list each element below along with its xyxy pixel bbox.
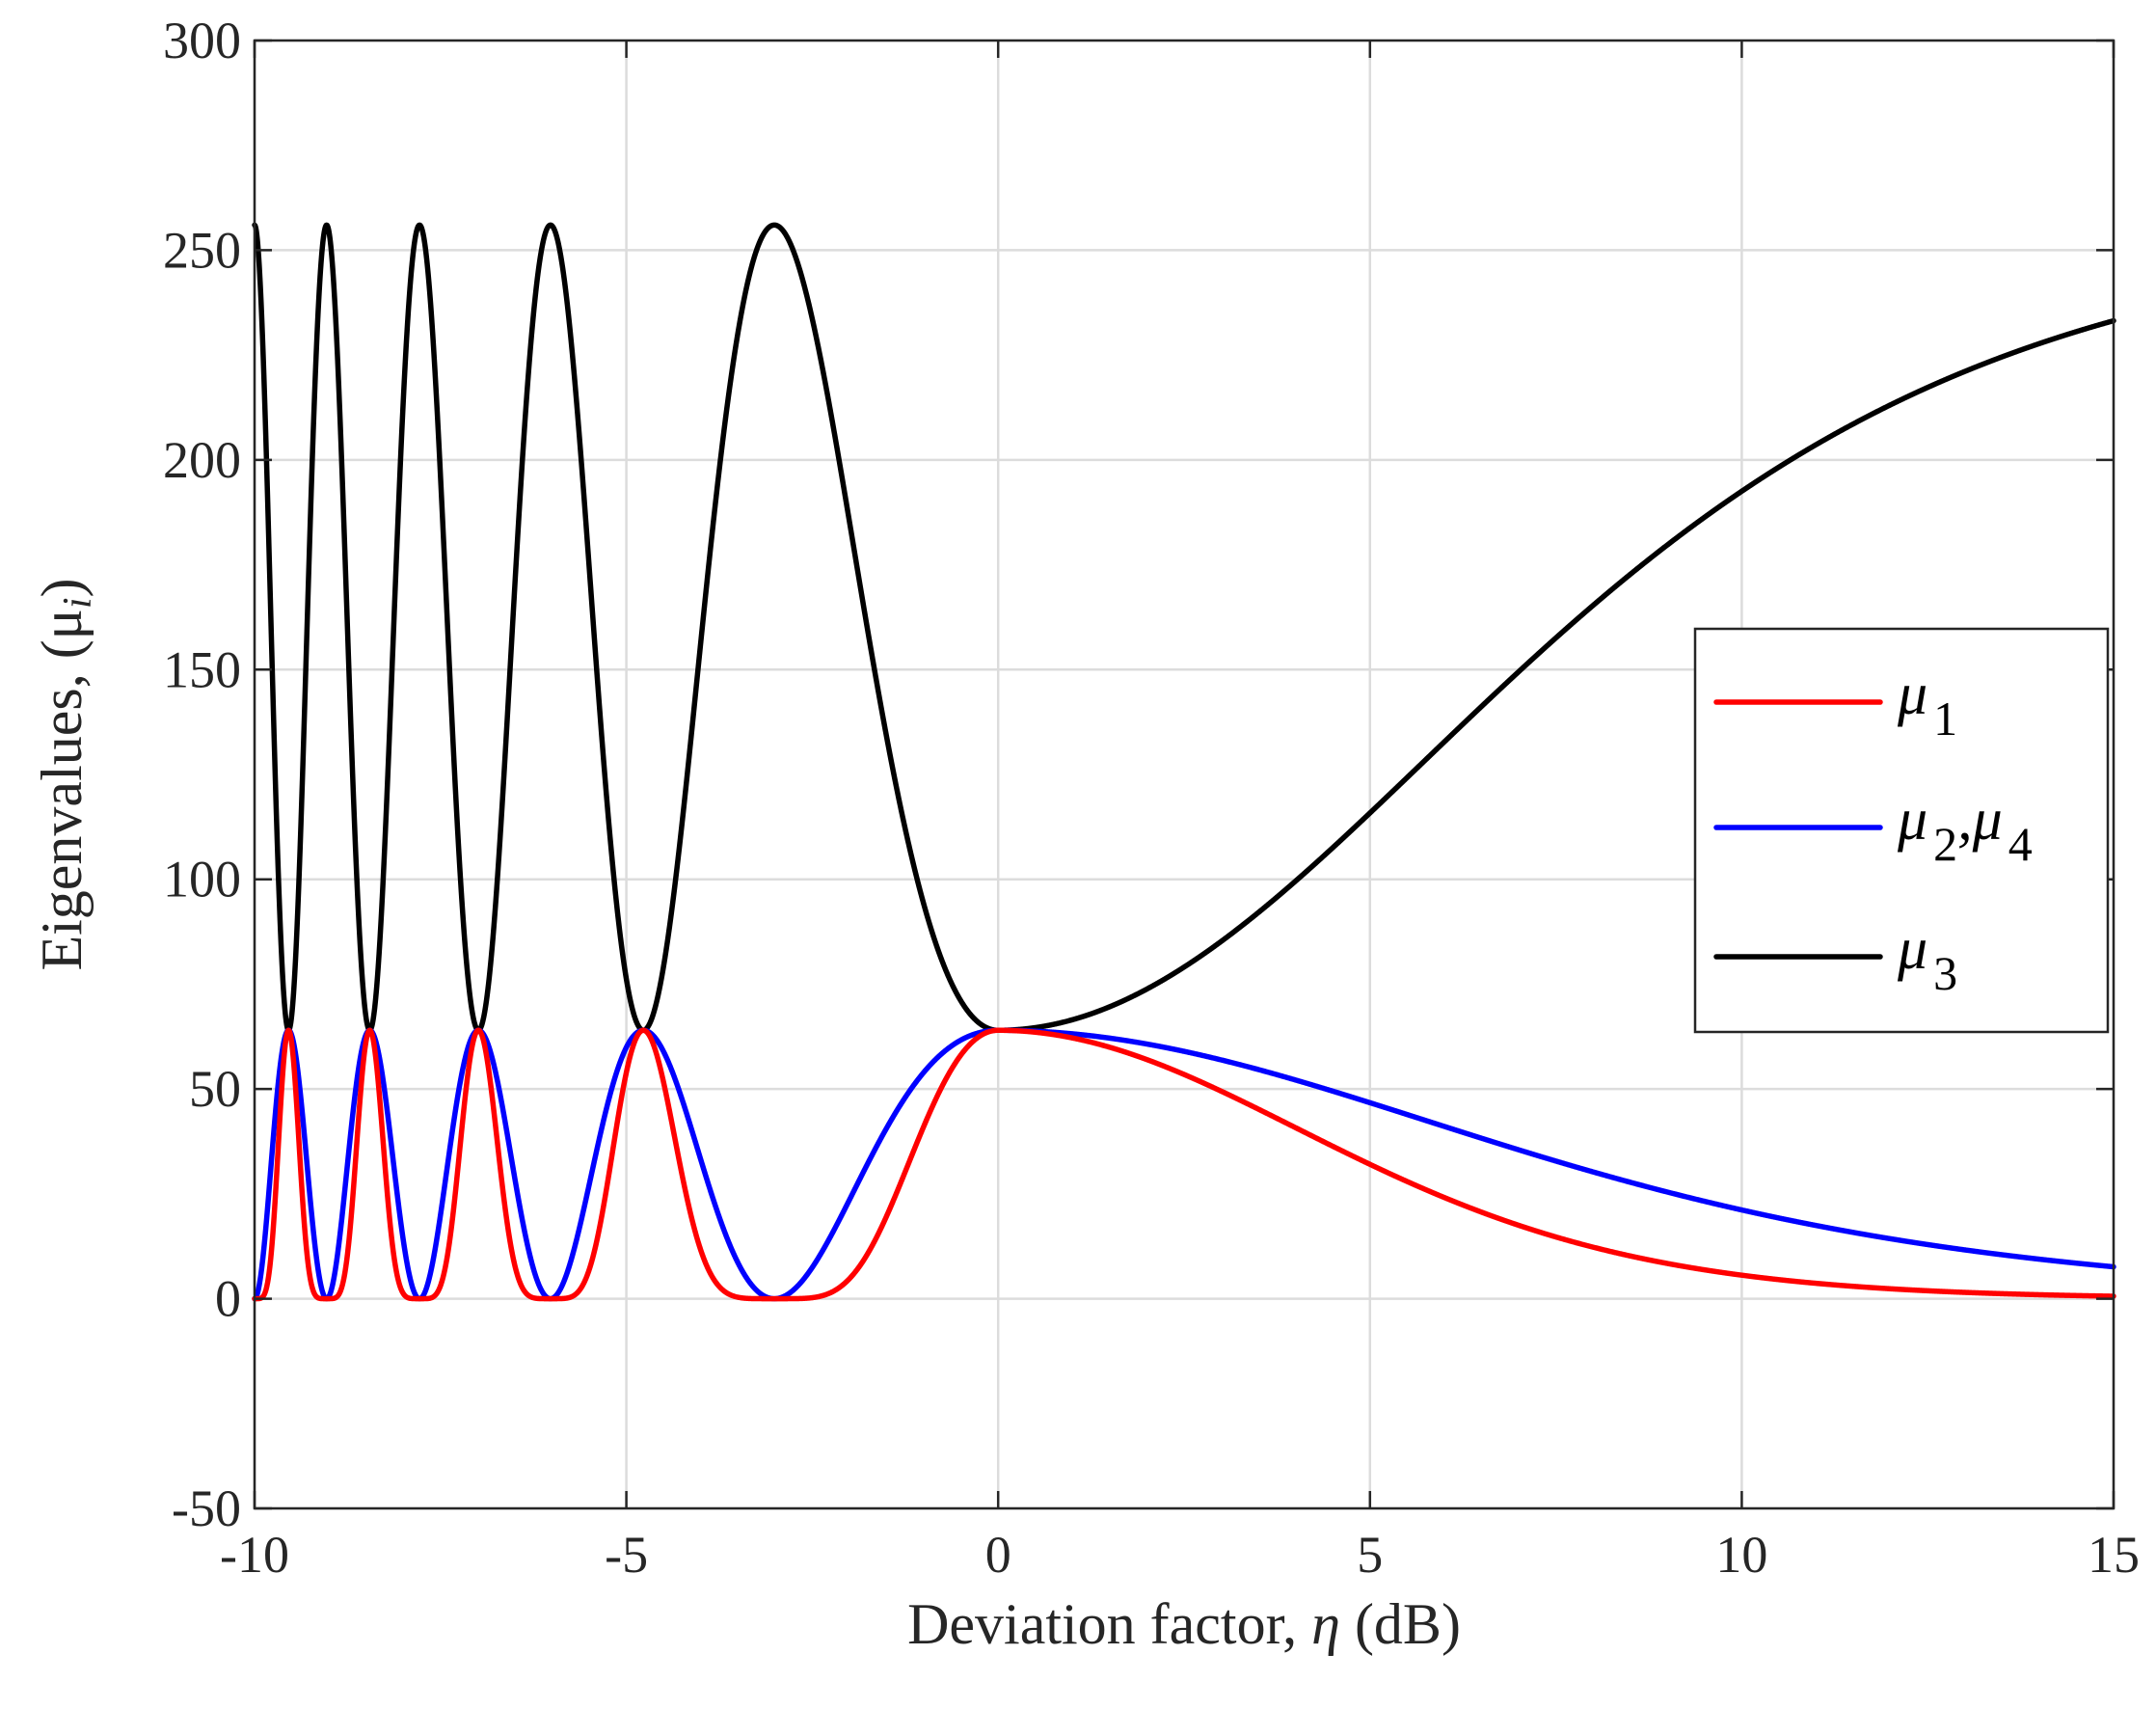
series-line-mu24 <box>252 1027 2116 1302</box>
x-axis-label: Deviation factor, η (dB) <box>907 1592 1461 1656</box>
y-axis-label: Eigenvalues, (μi) <box>30 578 100 970</box>
x-tick-label: 10 <box>1715 1526 1767 1584</box>
y-tick-label: 100 <box>163 851 241 909</box>
y-tick-label: 300 <box>163 12 241 69</box>
axes-frame <box>253 39 2116 1510</box>
series-group <box>252 222 2116 1302</box>
y-tick-labels: -50 0 50 100 150 200 250 300 <box>163 12 241 1537</box>
legend-box <box>1693 627 2110 1034</box>
x-tick-label: 15 <box>2088 1526 2140 1584</box>
x-tick-label: -5 <box>605 1526 648 1584</box>
series-line-mu1 <box>252 1027 2116 1302</box>
x-tick-label: -10 <box>220 1526 289 1584</box>
y-tick-label: 250 <box>163 221 241 279</box>
x-tick-label: 5 <box>1357 1526 1383 1584</box>
legend-label-mu2-mu4: μ 2,μ 4 <box>1897 787 2033 871</box>
series-line-mu3 <box>252 222 2116 1034</box>
y-tick-label: 0 <box>215 1270 241 1328</box>
y-tick-label: 150 <box>163 640 241 698</box>
y-tick-label: 50 <box>189 1060 241 1118</box>
y-tick-label: -50 <box>172 1479 241 1537</box>
x-tick-labels: -10 -5 0 5 10 15 <box>220 1526 2140 1584</box>
y-tick-label: 200 <box>163 431 241 489</box>
x-tick-label: 0 <box>985 1526 1011 1584</box>
